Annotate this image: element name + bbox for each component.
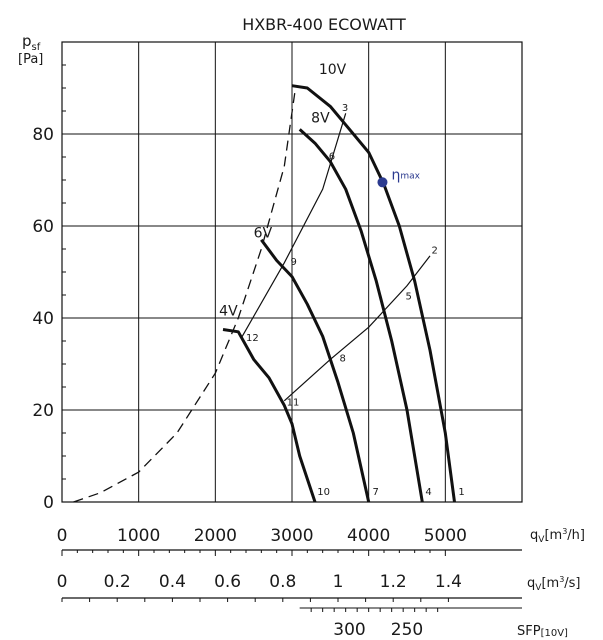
- y-tick-label: 60: [32, 217, 54, 237]
- flow-s-axis: 0 0.2 0.4 0.6 0.8 1 1.2 1.4: [57, 572, 522, 602]
- y-tick-label: 0: [43, 493, 54, 513]
- y-tick-label: 40: [32, 309, 54, 329]
- chart-title: HXBR-400 ECOWATT: [242, 15, 406, 34]
- flow-s-tick-label: 1.4: [435, 572, 462, 592]
- flow-h-tick-label: 2000: [194, 526, 237, 546]
- svg-text:[Pa]: [Pa]: [18, 52, 43, 67]
- flow-s-tick-label: 0.8: [269, 572, 296, 592]
- svg-text:psf: psf: [22, 32, 41, 53]
- curves-layer: 10V 8V 6V 4V: [73, 62, 456, 503]
- point-label: 5: [405, 292, 411, 303]
- flow-h-tick-label: 5000: [424, 526, 467, 546]
- point-label: 9: [290, 257, 296, 268]
- flow-h-axis-label: qV[m3/h]: [530, 527, 585, 545]
- series-label: 10V: [319, 62, 347, 78]
- eta-max-label: ηmax: [391, 167, 420, 183]
- sfp-tick-label: 250: [391, 620, 423, 640]
- point-label: 7: [373, 487, 379, 498]
- system-curve: [283, 255, 431, 402]
- series-line-4v: [222, 328, 317, 503]
- grid-layer: [61, 41, 523, 503]
- point-label: 1: [458, 487, 464, 498]
- point-label: 10: [317, 487, 330, 498]
- envelope-dashed-line: [73, 85, 297, 503]
- flow-s-tick-label: 0.4: [159, 572, 186, 592]
- flow-s-tick-label: 0.6: [214, 572, 241, 592]
- flow-s-tick-label: 0: [57, 572, 68, 592]
- series-label: 8V: [311, 111, 330, 127]
- series-label: 6V: [254, 226, 273, 242]
- series-line-10v: [291, 84, 456, 503]
- point-label: 2: [432, 246, 438, 257]
- y-tick-labels: 0 20 40 60 80: [32, 125, 54, 513]
- system-curve: [241, 113, 347, 337]
- flow-h-tick-label: 4000: [347, 526, 390, 546]
- series-label: 4V: [219, 304, 238, 320]
- series-line-6v: [260, 238, 371, 503]
- sfp-axis-label: SFP[10V]: [517, 624, 568, 639]
- flow-s-axis-label: qV[m3/s]: [527, 575, 581, 593]
- flow-h-tick-label: 1000: [117, 526, 160, 546]
- y-axis-label: psf [Pa]: [18, 32, 43, 67]
- flow-h-tick-label: 3000: [270, 526, 313, 546]
- flow-s-tick-label: 0.2: [104, 572, 131, 592]
- flow-s-tick-label: 1: [333, 572, 344, 592]
- point-label: 11: [287, 397, 300, 408]
- eta-max-point: [377, 177, 388, 188]
- point-label: 6: [329, 151, 335, 162]
- point-label: 3: [342, 103, 348, 114]
- sfp-tick-label: 300: [333, 620, 365, 640]
- flow-s-tick-label: 1.2: [380, 572, 407, 592]
- y-tick-label: 80: [32, 125, 54, 145]
- point-label: 12: [246, 333, 259, 344]
- sfp-axis: 300 250: [299, 607, 522, 640]
- point-label: 4: [425, 487, 431, 498]
- flow-h-axis: 0 1000 2000 3000 4000 5000: [57, 526, 522, 556]
- series-line-8v: [298, 128, 424, 503]
- point-label: 8: [340, 354, 346, 365]
- y-tick-label: 20: [32, 401, 54, 421]
- eta-max-marker: ηmax: [377, 167, 421, 188]
- flow-h-tick-label: 0: [57, 526, 68, 546]
